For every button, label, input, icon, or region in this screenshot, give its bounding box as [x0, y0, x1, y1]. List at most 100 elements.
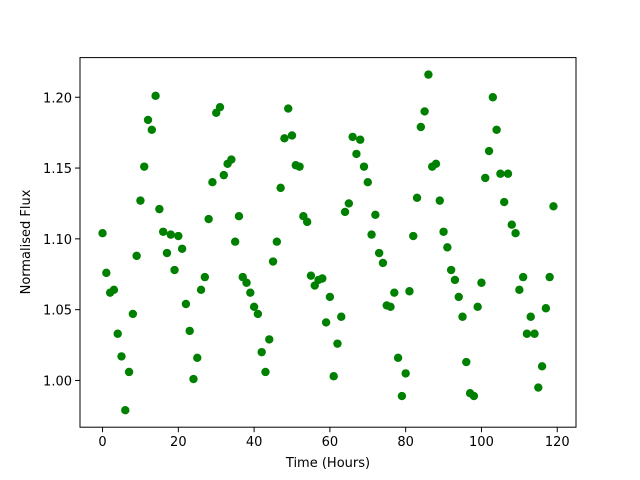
point: [431, 159, 441, 169]
point: [420, 107, 429, 116]
point: [306, 271, 316, 280]
point: [356, 135, 365, 144]
point: [545, 272, 554, 282]
point: [496, 169, 505, 178]
point: [136, 196, 145, 205]
point: [265, 335, 274, 344]
point: [530, 329, 539, 338]
point: [132, 251, 141, 261]
point: [204, 214, 213, 224]
point: [390, 288, 399, 297]
point: [367, 230, 376, 239]
point: [477, 278, 486, 287]
point: [333, 339, 342, 348]
point: [329, 372, 338, 381]
point: [374, 248, 384, 258]
point: [348, 132, 357, 142]
point: [488, 93, 498, 102]
point: [113, 329, 122, 338]
point: [409, 231, 418, 241]
point: [117, 352, 126, 361]
point: [242, 278, 251, 287]
point: [284, 104, 293, 113]
point: [352, 149, 361, 159]
point: [435, 196, 444, 205]
point: [196, 285, 206, 295]
point: [397, 391, 407, 401]
point: [507, 220, 516, 229]
point: [272, 237, 282, 246]
point: [526, 312, 535, 321]
point: [518, 272, 528, 282]
point: [325, 292, 335, 302]
point: [230, 237, 240, 246]
x-tick-label: 20: [170, 435, 187, 450]
x-tick-label: 120: [545, 435, 570, 450]
point: [378, 258, 388, 268]
point: [492, 125, 501, 135]
point: [185, 326, 194, 336]
point: [393, 353, 403, 363]
point: [280, 134, 289, 143]
y-tick-label: 1.10: [43, 233, 72, 248]
point: [295, 162, 304, 171]
point: [363, 178, 372, 187]
point: [541, 304, 551, 313]
point: [174, 231, 183, 241]
point: [340, 207, 350, 217]
point: [515, 285, 524, 295]
point: [537, 362, 547, 371]
point: [276, 183, 285, 193]
point: [321, 318, 331, 327]
point: [416, 122, 426, 132]
point: [121, 406, 130, 415]
point: [443, 243, 452, 252]
point: [249, 302, 259, 312]
point: [484, 146, 494, 156]
point: [450, 275, 460, 285]
point: [177, 244, 187, 253]
x-tick-label: 0: [98, 435, 106, 450]
point: [318, 274, 327, 283]
point: [200, 272, 210, 282]
point: [481, 173, 490, 183]
point: [511, 228, 520, 238]
plot-frame: [79, 57, 577, 428]
point: [458, 312, 467, 321]
point: [344, 199, 354, 208]
point: [219, 170, 228, 180]
point: [162, 248, 172, 258]
point: [337, 312, 346, 321]
point: [102, 268, 111, 278]
point: [124, 367, 134, 377]
y-tick-label: 1.15: [43, 162, 72, 177]
point: [446, 265, 456, 275]
point: [386, 302, 395, 312]
point: [227, 155, 236, 164]
y-tick-label: 1.00: [43, 374, 72, 389]
point: [193, 353, 202, 363]
point: [98, 228, 107, 238]
point: [412, 193, 422, 202]
point: [143, 115, 153, 125]
point: [534, 383, 543, 392]
point: [469, 391, 479, 401]
point: [462, 357, 471, 367]
point: [371, 210, 380, 219]
point: [261, 367, 270, 377]
point: [287, 131, 297, 140]
point: [147, 125, 157, 135]
point: [253, 309, 263, 319]
point: [439, 227, 448, 236]
x-tick-label: 100: [469, 435, 494, 450]
point: [257, 347, 266, 357]
point: [522, 329, 532, 338]
point: [302, 217, 312, 227]
point: [246, 288, 255, 297]
y-tick-label: 1.05: [43, 304, 72, 319]
point: [454, 292, 463, 302]
point: [189, 374, 198, 384]
point: [359, 162, 369, 171]
